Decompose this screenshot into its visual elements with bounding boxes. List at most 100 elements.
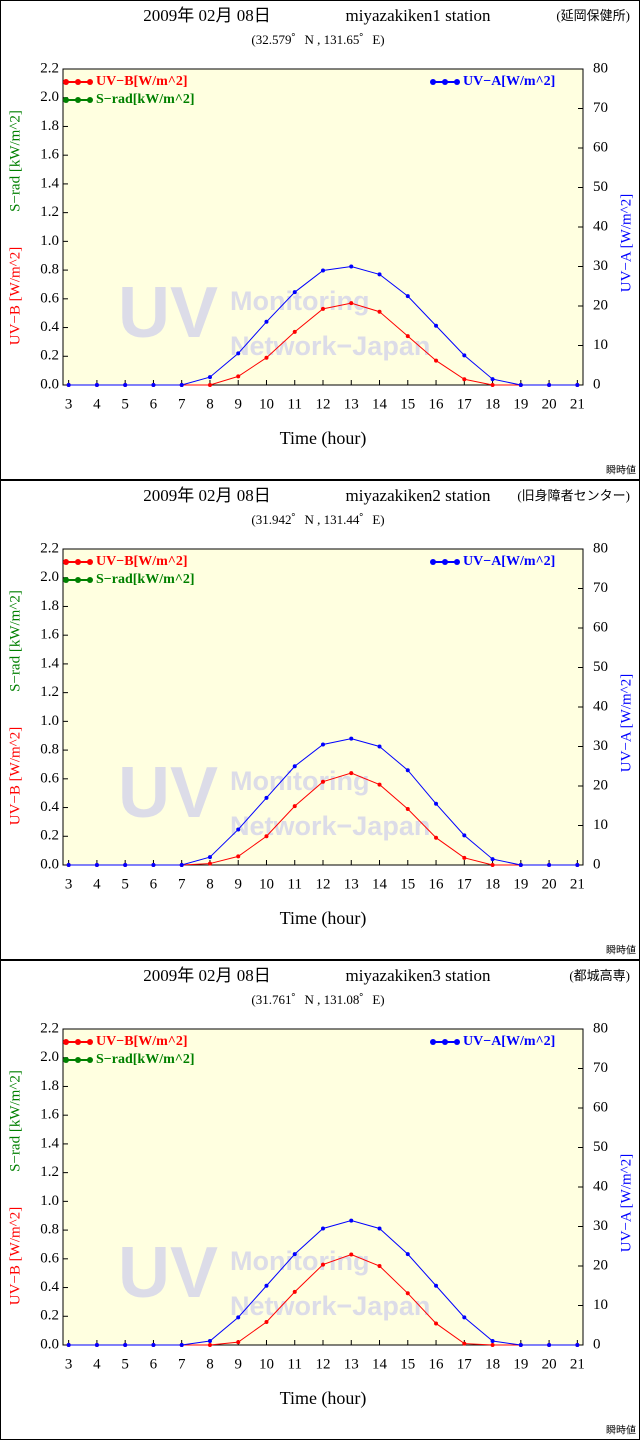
x-tick-label: 8: [206, 1356, 214, 1372]
y-tick-label: 0.2: [40, 1308, 59, 1324]
x-tick-label: 20: [542, 396, 557, 412]
x-tick-label: 7: [178, 1356, 186, 1372]
data-point: [236, 827, 241, 832]
data-point: [518, 1343, 523, 1347]
data-point: [236, 854, 241, 859]
data-point: [123, 1343, 128, 1347]
data-point: [349, 1218, 354, 1223]
data-point: [377, 782, 382, 787]
x-tick-label: 9: [234, 1356, 242, 1372]
chart-panel: 2009年 02月 08日 miyazakiken2 station (旧身障者セン…: [0, 480, 640, 960]
y2-tick-label: 30: [593, 1218, 608, 1234]
y2-tick-label: 80: [593, 540, 608, 556]
y2-tick-label: 80: [593, 1020, 608, 1036]
x-tick-label: 21: [570, 1356, 585, 1372]
y2-tick-label: 30: [593, 738, 608, 754]
y-tick-label: 0.0: [40, 856, 59, 872]
y2-tick-label: 40: [593, 218, 608, 234]
data-point: [434, 358, 439, 363]
data-point: [94, 863, 99, 867]
x-axis-label: Time (hour): [280, 908, 367, 929]
data-point: [490, 1343, 495, 1347]
y-tick-label: 2.2: [40, 1020, 59, 1036]
legend-label: UV−A[W/m^2]: [463, 1034, 555, 1049]
legend-dot: [454, 79, 460, 85]
data-point: [292, 290, 297, 295]
y2-tick-label: 30: [593, 258, 608, 274]
x-tick-label: 9: [234, 396, 242, 412]
data-point: [264, 834, 269, 839]
y2-tick-label: 0: [593, 856, 601, 872]
data-point: [207, 383, 212, 387]
data-point: [321, 779, 325, 784]
y-tick-label: 0.6: [40, 770, 59, 786]
x-tick-label: 13: [344, 876, 359, 892]
x-tick-label: 21: [570, 396, 585, 412]
data-point: [94, 1343, 99, 1347]
x-tick-label: 7: [178, 876, 186, 892]
chart-title: 2009年 02月 08日: [143, 6, 271, 25]
data-point: [462, 377, 467, 382]
y-tick-label: 0.4: [40, 799, 59, 815]
y-tick-label: 1.4: [40, 1135, 59, 1151]
legend-dot: [442, 1039, 448, 1045]
legend-dot: [63, 1057, 69, 1063]
y2-tick-label: 70: [593, 580, 608, 596]
data-point: [490, 857, 495, 862]
y2-tick-label: 10: [593, 817, 608, 833]
x-tick-label: 13: [344, 396, 359, 412]
y2-tick-label: 10: [593, 337, 608, 353]
y-axis-label: S−rad [kW/m^2]: [7, 590, 23, 692]
data-point: [547, 863, 552, 867]
x-tick-label: 15: [400, 1356, 415, 1372]
y-tick-label: 1.6: [40, 147, 59, 163]
x-tick-label: 14: [372, 876, 388, 892]
legend-dot: [75, 1039, 81, 1045]
x-tick-label: 20: [542, 876, 557, 892]
y-axis-label: UV−B [W/m^2]: [7, 1207, 23, 1305]
legend-label: UV−B[W/m^2]: [96, 554, 188, 569]
data-point: [434, 1321, 439, 1326]
data-point: [66, 1343, 71, 1347]
data-point: [377, 1264, 382, 1268]
y2-tick-label: 40: [593, 698, 608, 714]
legend-dot: [75, 1057, 81, 1063]
coordinates: (32.579゜N , 131.65゜E): [251, 32, 384, 47]
data-point: [349, 736, 354, 741]
legend-label: UV−B[W/m^2]: [96, 74, 188, 89]
y-tick-label: 1.0: [40, 1193, 59, 1209]
y-tick-label: 1.2: [40, 1164, 59, 1180]
station-location: (都城高専): [569, 968, 630, 983]
data-point: [349, 1252, 354, 1257]
x-tick-label: 6: [150, 876, 158, 892]
y2-tick-label: 60: [593, 619, 608, 635]
data-point: [377, 309, 382, 314]
plot-area: [62, 1028, 584, 1346]
legend-dot: [87, 79, 93, 85]
data-point: [405, 768, 410, 773]
x-tick-label: 12: [316, 876, 331, 892]
data-point: [321, 306, 325, 311]
x-tick-label: 9: [234, 876, 242, 892]
x-tick-label: 6: [150, 1356, 158, 1372]
data-point: [207, 855, 212, 860]
data-point: [377, 1226, 382, 1231]
x-tick-label: 14: [372, 1356, 388, 1372]
data-point: [405, 294, 410, 299]
y2-axis-label: UV−A [W/m^2]: [618, 194, 634, 292]
y2-axis-label: UV−A [W/m^2]: [618, 1154, 634, 1252]
y-tick-label: 0.6: [40, 290, 59, 306]
legend-dot: [87, 1057, 93, 1063]
legend-dot: [442, 559, 448, 565]
legend-label: S−rad[kW/m^2]: [96, 92, 195, 107]
x-tick-label: 19: [513, 396, 528, 412]
y2-tick-label: 20: [593, 777, 608, 793]
data-point: [490, 1339, 495, 1344]
watermark: UV: [118, 1233, 218, 1313]
legend-dot: [75, 577, 81, 583]
data-point: [349, 264, 354, 269]
x-tick-label: 21: [570, 876, 585, 892]
x-tick-label: 3: [65, 396, 73, 412]
x-tick-label: 11: [288, 876, 302, 892]
x-tick-label: 16: [429, 396, 445, 412]
